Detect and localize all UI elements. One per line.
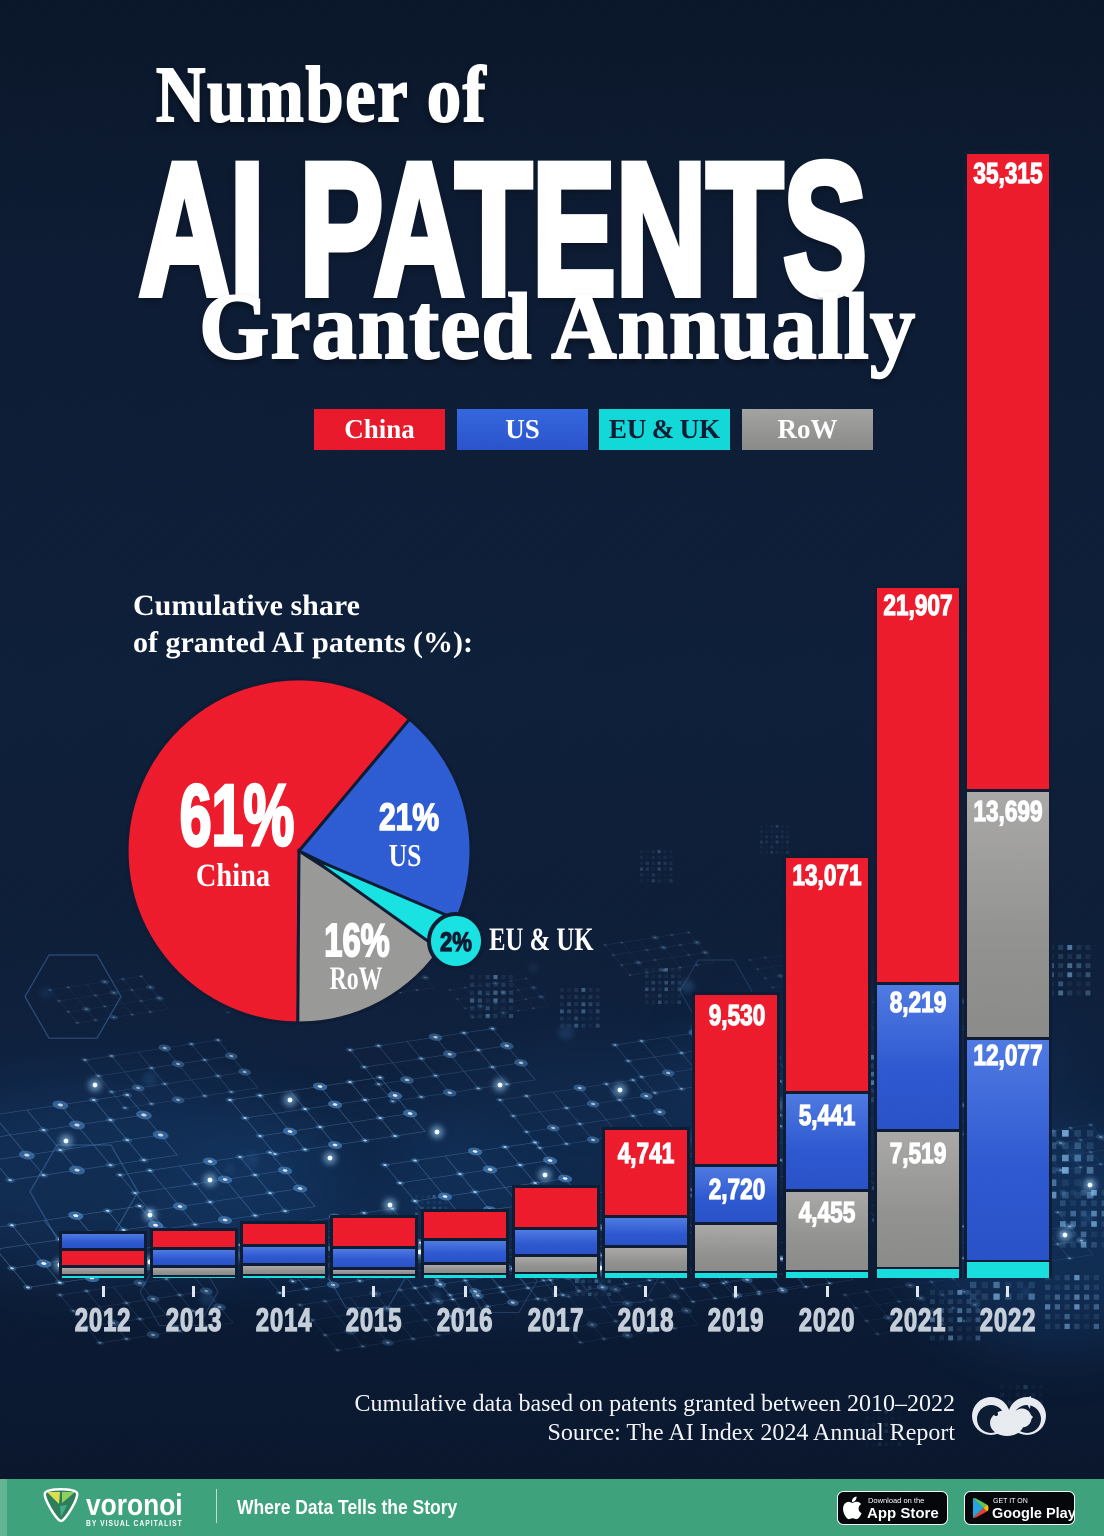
svg-text:Google Play: Google Play [992, 1506, 1075, 1522]
svg-text:App Store: App Store [867, 1505, 939, 1522]
svg-text:Download on the: Download on the [868, 1496, 924, 1505]
svg-text:GET IT ON: GET IT ON [993, 1498, 1028, 1505]
